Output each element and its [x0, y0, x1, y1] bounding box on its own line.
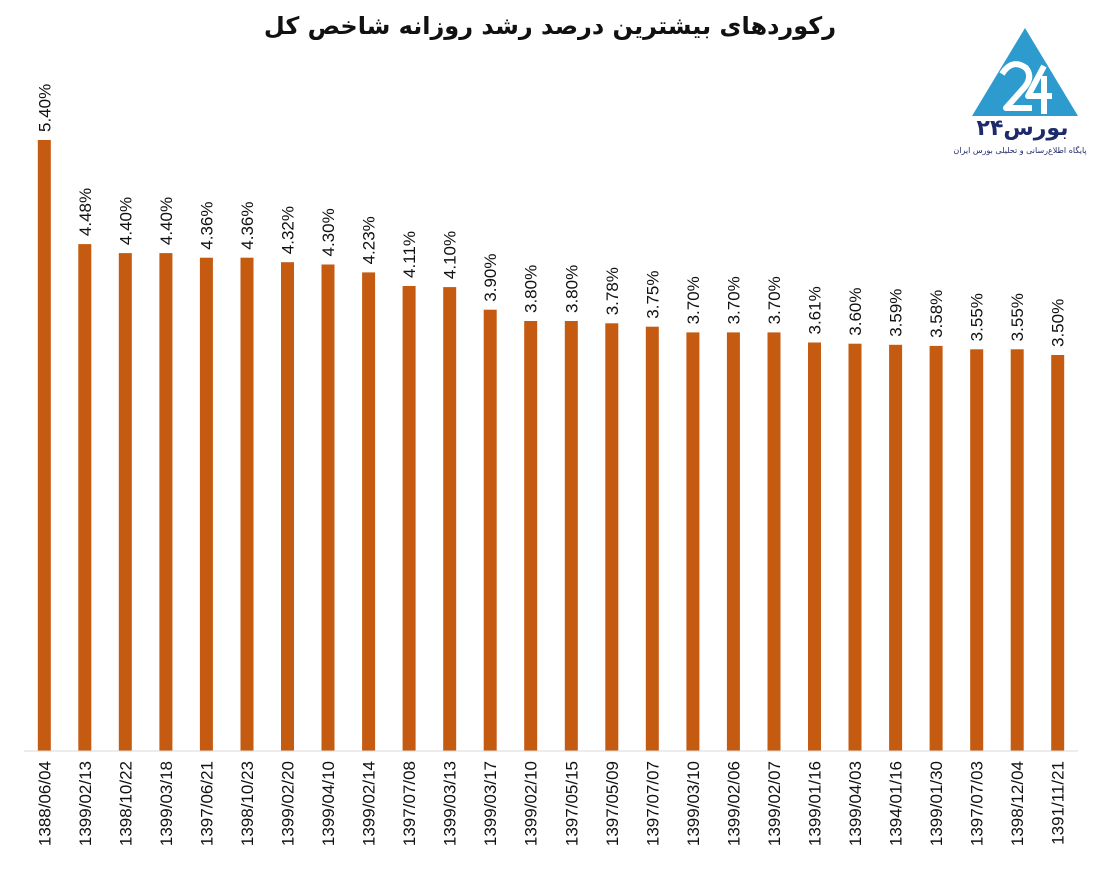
category-label: 1398/10/22	[116, 761, 135, 846]
value-label: 3.55%	[1008, 293, 1027, 341]
bar	[970, 349, 984, 751]
bar	[78, 244, 92, 751]
bar	[929, 345, 943, 751]
logo-tagline: پایگاه اطلاع‌رسانی و تحلیلی بورس ایران	[953, 146, 1087, 155]
bars-layer	[37, 140, 1065, 751]
bar	[808, 342, 821, 751]
value-label: 4.40%	[116, 197, 135, 245]
bar	[199, 257, 213, 751]
bar	[281, 262, 294, 751]
category-label: 1399/02/14	[360, 761, 379, 846]
bar	[564, 321, 578, 751]
value-label: 4.11%	[400, 231, 419, 278]
value-label: 3.60%	[846, 287, 865, 335]
value-label: 4.40%	[157, 197, 176, 245]
bar	[1010, 349, 1024, 751]
bar	[767, 332, 781, 751]
bar	[321, 264, 335, 751]
category-label: 1399/03/18	[157, 761, 176, 846]
category-label: 1397/07/08	[400, 761, 419, 846]
category-label: 1397/07/07	[643, 761, 662, 846]
bar	[362, 272, 376, 751]
value-label: 3.59%	[887, 289, 906, 337]
category-labels-layer: 1388/06/04 1399/02/13 1398/10/22 1399/03/18…	[35, 761, 1067, 846]
value-label: 3.78%	[603, 267, 622, 315]
value-label: 4.36%	[197, 201, 216, 249]
category-label: 1399/02/07	[765, 761, 784, 846]
bar	[524, 321, 538, 751]
bar	[240, 257, 254, 751]
bar	[726, 332, 740, 751]
value-label: 3.55%	[968, 293, 987, 341]
value-label: 4.23%	[360, 216, 379, 264]
bourse24-logo-icon	[972, 28, 1078, 116]
bar	[37, 140, 51, 751]
bar	[848, 343, 862, 751]
category-label: 1399/01/16	[806, 761, 825, 846]
category-label: 1391/11/21	[1049, 761, 1068, 845]
value-label: 3.50%	[1049, 299, 1068, 347]
bar	[118, 253, 132, 751]
value-label: 3.61%	[806, 286, 825, 334]
bar	[443, 287, 457, 751]
chart-title: رکوردهای بیشترین درصد رشد روزانه شاخص کل	[263, 12, 837, 40]
value-label: 3.70%	[684, 276, 703, 324]
bar	[483, 309, 497, 751]
value-label: 4.10%	[441, 231, 460, 279]
logo-name: بورس۲۴	[976, 116, 1069, 141]
bar	[159, 253, 173, 751]
category-label: 1399/01/30	[927, 761, 946, 846]
value-label: 4.48%	[76, 188, 95, 236]
category-label: 1399/02/20	[279, 761, 298, 846]
category-label: 1397/05/15	[562, 761, 581, 846]
bar	[686, 332, 700, 751]
bar	[402, 286, 416, 751]
value-label: 3.70%	[724, 276, 743, 324]
value-labels-layer: 5.40% 4.48% 4.40% 4.40% 4.36% 4.36% 4.32% 4.30%…	[35, 84, 1067, 347]
value-label: 3.90%	[481, 253, 500, 301]
category-label: 1399/04/10	[319, 761, 338, 846]
bar	[889, 344, 903, 751]
value-label: 3.75%	[643, 270, 662, 318]
category-label: 1388/06/04	[35, 761, 54, 846]
value-label: 4.36%	[238, 201, 257, 249]
category-label: 1397/07/03	[968, 761, 987, 846]
category-label: 1399/02/10	[522, 761, 541, 846]
category-label: 1398/12/04	[1008, 761, 1027, 846]
category-label: 1397/06/21	[197, 761, 216, 846]
value-label: 3.80%	[522, 265, 541, 313]
value-label: 5.40%	[35, 84, 54, 132]
bar	[645, 326, 659, 751]
bar	[605, 323, 619, 751]
bar	[1051, 355, 1065, 751]
value-label: 3.70%	[765, 276, 784, 324]
category-label: 1397/05/09	[603, 761, 622, 846]
category-label: 1399/03/10	[684, 761, 703, 846]
category-label: 1399/04/03	[846, 761, 865, 846]
value-label: 4.32%	[279, 206, 298, 254]
category-label: 1399/03/13	[441, 761, 460, 846]
value-label: 3.80%	[562, 265, 581, 313]
category-label: 1398/10/23	[238, 761, 257, 846]
value-label: 3.58%	[927, 290, 946, 338]
value-label: 4.30%	[319, 208, 338, 256]
category-label: 1399/02/13	[76, 761, 95, 846]
category-label: 1399/02/06	[724, 761, 743, 846]
category-label: 1399/03/17	[481, 761, 500, 846]
category-label: 1394/01/16	[887, 761, 906, 846]
